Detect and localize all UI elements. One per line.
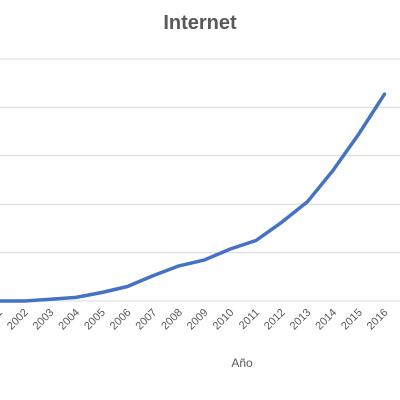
x-tick-label: 2004 <box>56 307 82 333</box>
x-tick-label: 2016 <box>365 307 391 333</box>
x-tick-label: 2009 <box>185 307 211 333</box>
series-layer <box>0 92 387 303</box>
x-axis-ticks: 2001 2002 2003 2004 2005 2006 2007 2008 2009 2010… <box>0 307 391 333</box>
x-tick-label: 2013 <box>288 307 314 333</box>
chart-title: Internet <box>163 12 237 34</box>
x-tick-label: 2002 <box>5 307 31 333</box>
x-tick-label: 2011 <box>237 307 262 332</box>
x-tick-label: 2012 <box>262 307 288 333</box>
x-tick-label: 2003 <box>31 307 57 333</box>
x-tick-label: 2005 <box>82 307 108 333</box>
x-axis-label: Año <box>231 356 253 370</box>
x-tick-label: 2008 <box>159 307 185 333</box>
x-tick-label: 2014 <box>313 307 339 333</box>
x-tick-label: 2006 <box>108 307 134 333</box>
gridlines <box>0 58 400 302</box>
x-tick-label: 2015 <box>339 307 365 333</box>
x-tick-label: 2010 <box>211 307 237 333</box>
x-tick-label: 2007 <box>134 307 160 333</box>
x-tick-label: 2001 <box>0 307 5 333</box>
series-line-internet <box>0 92 387 303</box>
